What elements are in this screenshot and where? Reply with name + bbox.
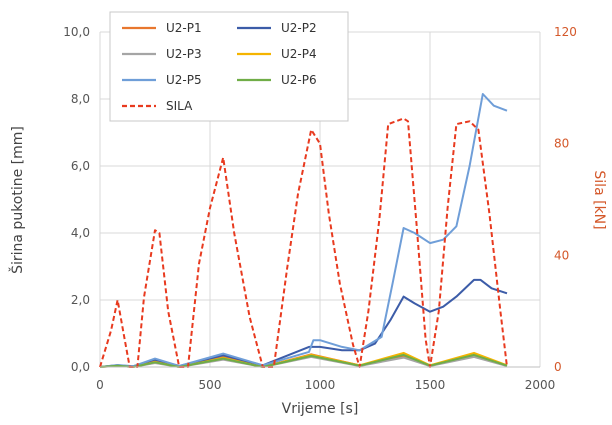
- legend: U2-P1 U2-P2 U2-P3 U2-P4 U2-P5 U2-P6 SILA: [109, 11, 349, 122]
- y-tick-label: 4,0: [71, 226, 90, 240]
- y-tick-label: 0,0: [71, 360, 90, 374]
- legend-box: [109, 11, 349, 122]
- y2-tick-label: 80: [554, 137, 569, 151]
- legend-entry-label: U2-P5: [166, 73, 202, 87]
- y2-axis-label: Sila [kN]: [591, 170, 607, 229]
- x-tick-label: 2000: [525, 378, 556, 392]
- legend-entry-label: U2-P1: [166, 21, 202, 35]
- y-tick-label: 6,0: [71, 159, 90, 173]
- y2-tick-label: 40: [554, 248, 569, 262]
- series-lines: [99, 93, 508, 368]
- x-tick-label: 1500: [415, 378, 446, 392]
- series-line-u2-p5: [99, 93, 508, 368]
- legend-entry-label: U2-P4: [281, 47, 317, 61]
- y-tick-label: 2,0: [71, 293, 90, 307]
- y-tick-label: 10,0: [63, 25, 90, 39]
- y-tick-label: 8,0: [71, 92, 90, 106]
- x-tick-label: 1000: [305, 378, 336, 392]
- y2-tick-label: 120: [554, 25, 577, 39]
- series-line-sila: [99, 117, 508, 368]
- x-tick-label: 500: [199, 378, 222, 392]
- axes: 0 500 1000 1500 2000 0,0 2,0 4,0 6,0 8,0 10,0 0 40 80…: [63, 25, 577, 392]
- x-tick-label: 0: [96, 378, 104, 392]
- y-axis-label: Širina pukotine [mm]: [8, 126, 26, 274]
- legend-entry-label: U2-P6: [281, 73, 317, 87]
- y2-tick-label: 0: [554, 360, 562, 374]
- legend-entry-label: U2-P2: [281, 21, 317, 35]
- x-axis-label: Vrijeme [s]: [282, 401, 359, 417]
- legend-entry-label: SILA: [166, 99, 193, 113]
- legend-entry-label: U2-P3: [166, 47, 202, 61]
